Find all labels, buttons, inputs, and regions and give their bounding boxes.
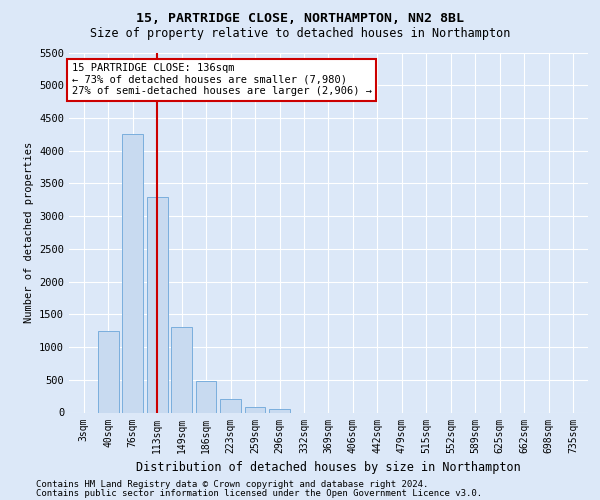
Bar xyxy=(245,406,265,412)
Text: Size of property relative to detached houses in Northampton: Size of property relative to detached ho… xyxy=(90,28,510,40)
Bar xyxy=(220,400,241,412)
Y-axis label: Number of detached properties: Number of detached properties xyxy=(23,142,34,323)
Text: 15, PARTRIDGE CLOSE, NORTHAMPTON, NN2 8BL: 15, PARTRIDGE CLOSE, NORTHAMPTON, NN2 8B… xyxy=(136,12,464,26)
X-axis label: Distribution of detached houses by size in Northampton: Distribution of detached houses by size … xyxy=(136,461,521,474)
Bar xyxy=(196,381,217,412)
Text: 15 PARTRIDGE CLOSE: 136sqm
← 73% of detached houses are smaller (7,980)
27% of s: 15 PARTRIDGE CLOSE: 136sqm ← 73% of deta… xyxy=(71,64,371,96)
Bar xyxy=(171,328,192,412)
Bar xyxy=(269,408,290,412)
Bar xyxy=(98,330,119,412)
Text: Contains public sector information licensed under the Open Government Licence v3: Contains public sector information licen… xyxy=(36,488,482,498)
Bar xyxy=(147,196,167,412)
Bar xyxy=(122,134,143,412)
Text: Contains HM Land Registry data © Crown copyright and database right 2024.: Contains HM Land Registry data © Crown c… xyxy=(36,480,428,489)
